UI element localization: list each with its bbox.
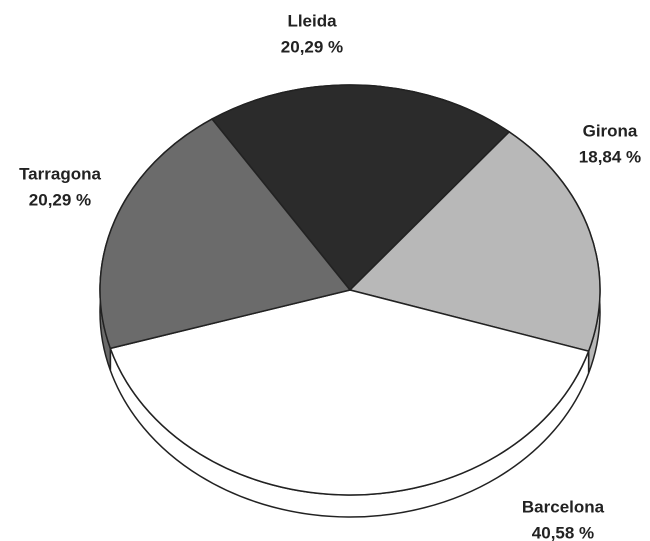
slice-label: Tarragona	[19, 164, 101, 183]
slice-label: Girona	[583, 121, 638, 140]
slice	[348, 130, 601, 353]
slice	[99, 118, 352, 350]
slice-label: Barcelona	[522, 497, 605, 516]
slice-value-label: 18,84 %	[579, 147, 641, 166]
slice-value-label: 40,58 %	[532, 523, 594, 541]
slice-value-label: 20,29 %	[281, 37, 343, 56]
slice-value-label: 20,29 %	[29, 190, 91, 209]
slice-label: Lleida	[287, 11, 337, 30]
slice	[109, 289, 590, 496]
slice	[210, 84, 511, 292]
